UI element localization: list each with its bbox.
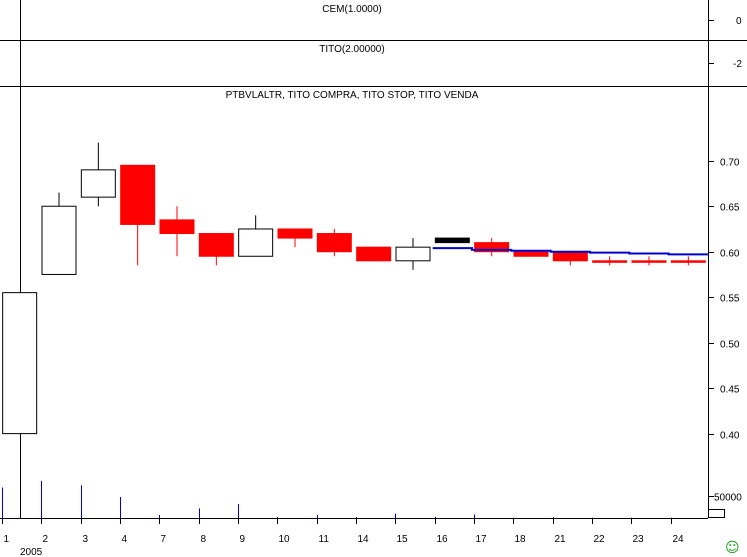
x-axis-tick-label: 7 (161, 534, 167, 545)
price-y-tick-label: 0.50 (720, 340, 740, 351)
x-axis-tick-label: 18 (515, 534, 527, 545)
candle-body (552, 251, 588, 262)
x-axis-tick-label: 9 (240, 534, 246, 545)
x-axis-tick-label: 21 (555, 534, 567, 545)
candle-body (592, 260, 628, 263)
price-y-tick-label: 0.60 (720, 249, 740, 260)
x-axis-tick-label: 22 (594, 534, 606, 545)
smiley-icon: ☺ (725, 540, 740, 556)
volume-bars (2, 480, 672, 518)
x-axis-tick-label: 8 (201, 534, 207, 545)
x-axis-tick-label: 15 (397, 534, 409, 545)
candle-body (631, 260, 667, 263)
tito-panel-title: TITO(2.00000) (319, 44, 384, 55)
price-y-tick-label: 0.55 (720, 294, 740, 305)
price-y-tick-label: 0.40 (720, 431, 740, 442)
x-axis-tick-label: 23 (633, 534, 645, 545)
stop-line-layer (432, 247, 708, 256)
candle-body (159, 219, 195, 235)
cem-panel-title: CEM(1.0000) (322, 4, 381, 15)
price-y-tick-label: 0.65 (720, 203, 740, 214)
candle-body (2, 292, 38, 435)
volume-y-tick-label: 50000 (714, 493, 742, 504)
candle-body (474, 242, 510, 253)
candle-body (41, 205, 77, 275)
price-panel-title: PTBVLALTR, TITO COMPRA, TITO STOP, TITO … (226, 90, 479, 101)
x-axis-tick-label: 14 (358, 534, 370, 545)
candle-body (670, 260, 706, 263)
x-axis-tick-label: 10 (279, 534, 291, 545)
scroll-toggle-button[interactable] (708, 509, 725, 518)
x-axis-tick-label: 3 (83, 534, 89, 545)
volume-y-axis: 50000 (708, 493, 742, 504)
x-axis-tick-label: 2 (43, 534, 49, 545)
x-axis-tick-label: 1 (4, 534, 10, 545)
candle-body (120, 164, 156, 225)
candle-body (238, 228, 274, 257)
x-axis-tick-label: 16 (437, 534, 449, 545)
candle-body (434, 237, 470, 244)
tito-tick-label: -2 (733, 59, 742, 70)
x-axis-year-label: 2005 (20, 547, 43, 557)
x-axis-tick-label: 24 (673, 534, 685, 545)
candle-body (198, 233, 234, 257)
price-y-axis: 0.40 0.45 0.50 0.55 0.60 0.65 0.70 (708, 158, 740, 442)
candle-body (80, 169, 116, 198)
candlesticks (2, 142, 706, 435)
candle-body (513, 251, 549, 257)
x-axis-tick-label: 17 (476, 534, 488, 545)
cem-tick-label: 0 (736, 16, 742, 27)
price-y-tick-label: 0.70 (720, 158, 740, 169)
candle-body (277, 228, 313, 239)
x-axis: 1 2 3 4 7 8 9 10 11 14 15 16 17 18 21 22 23 24 (2, 518, 685, 545)
candle-body (395, 246, 431, 262)
candle-body (316, 233, 352, 253)
stop-line (432, 247, 708, 256)
candle-body (356, 246, 392, 262)
price-y-tick-label: 0.45 (720, 385, 740, 396)
x-axis-tick-label: 11 (319, 534, 330, 545)
x-axis-tick-label: 4 (122, 534, 128, 545)
